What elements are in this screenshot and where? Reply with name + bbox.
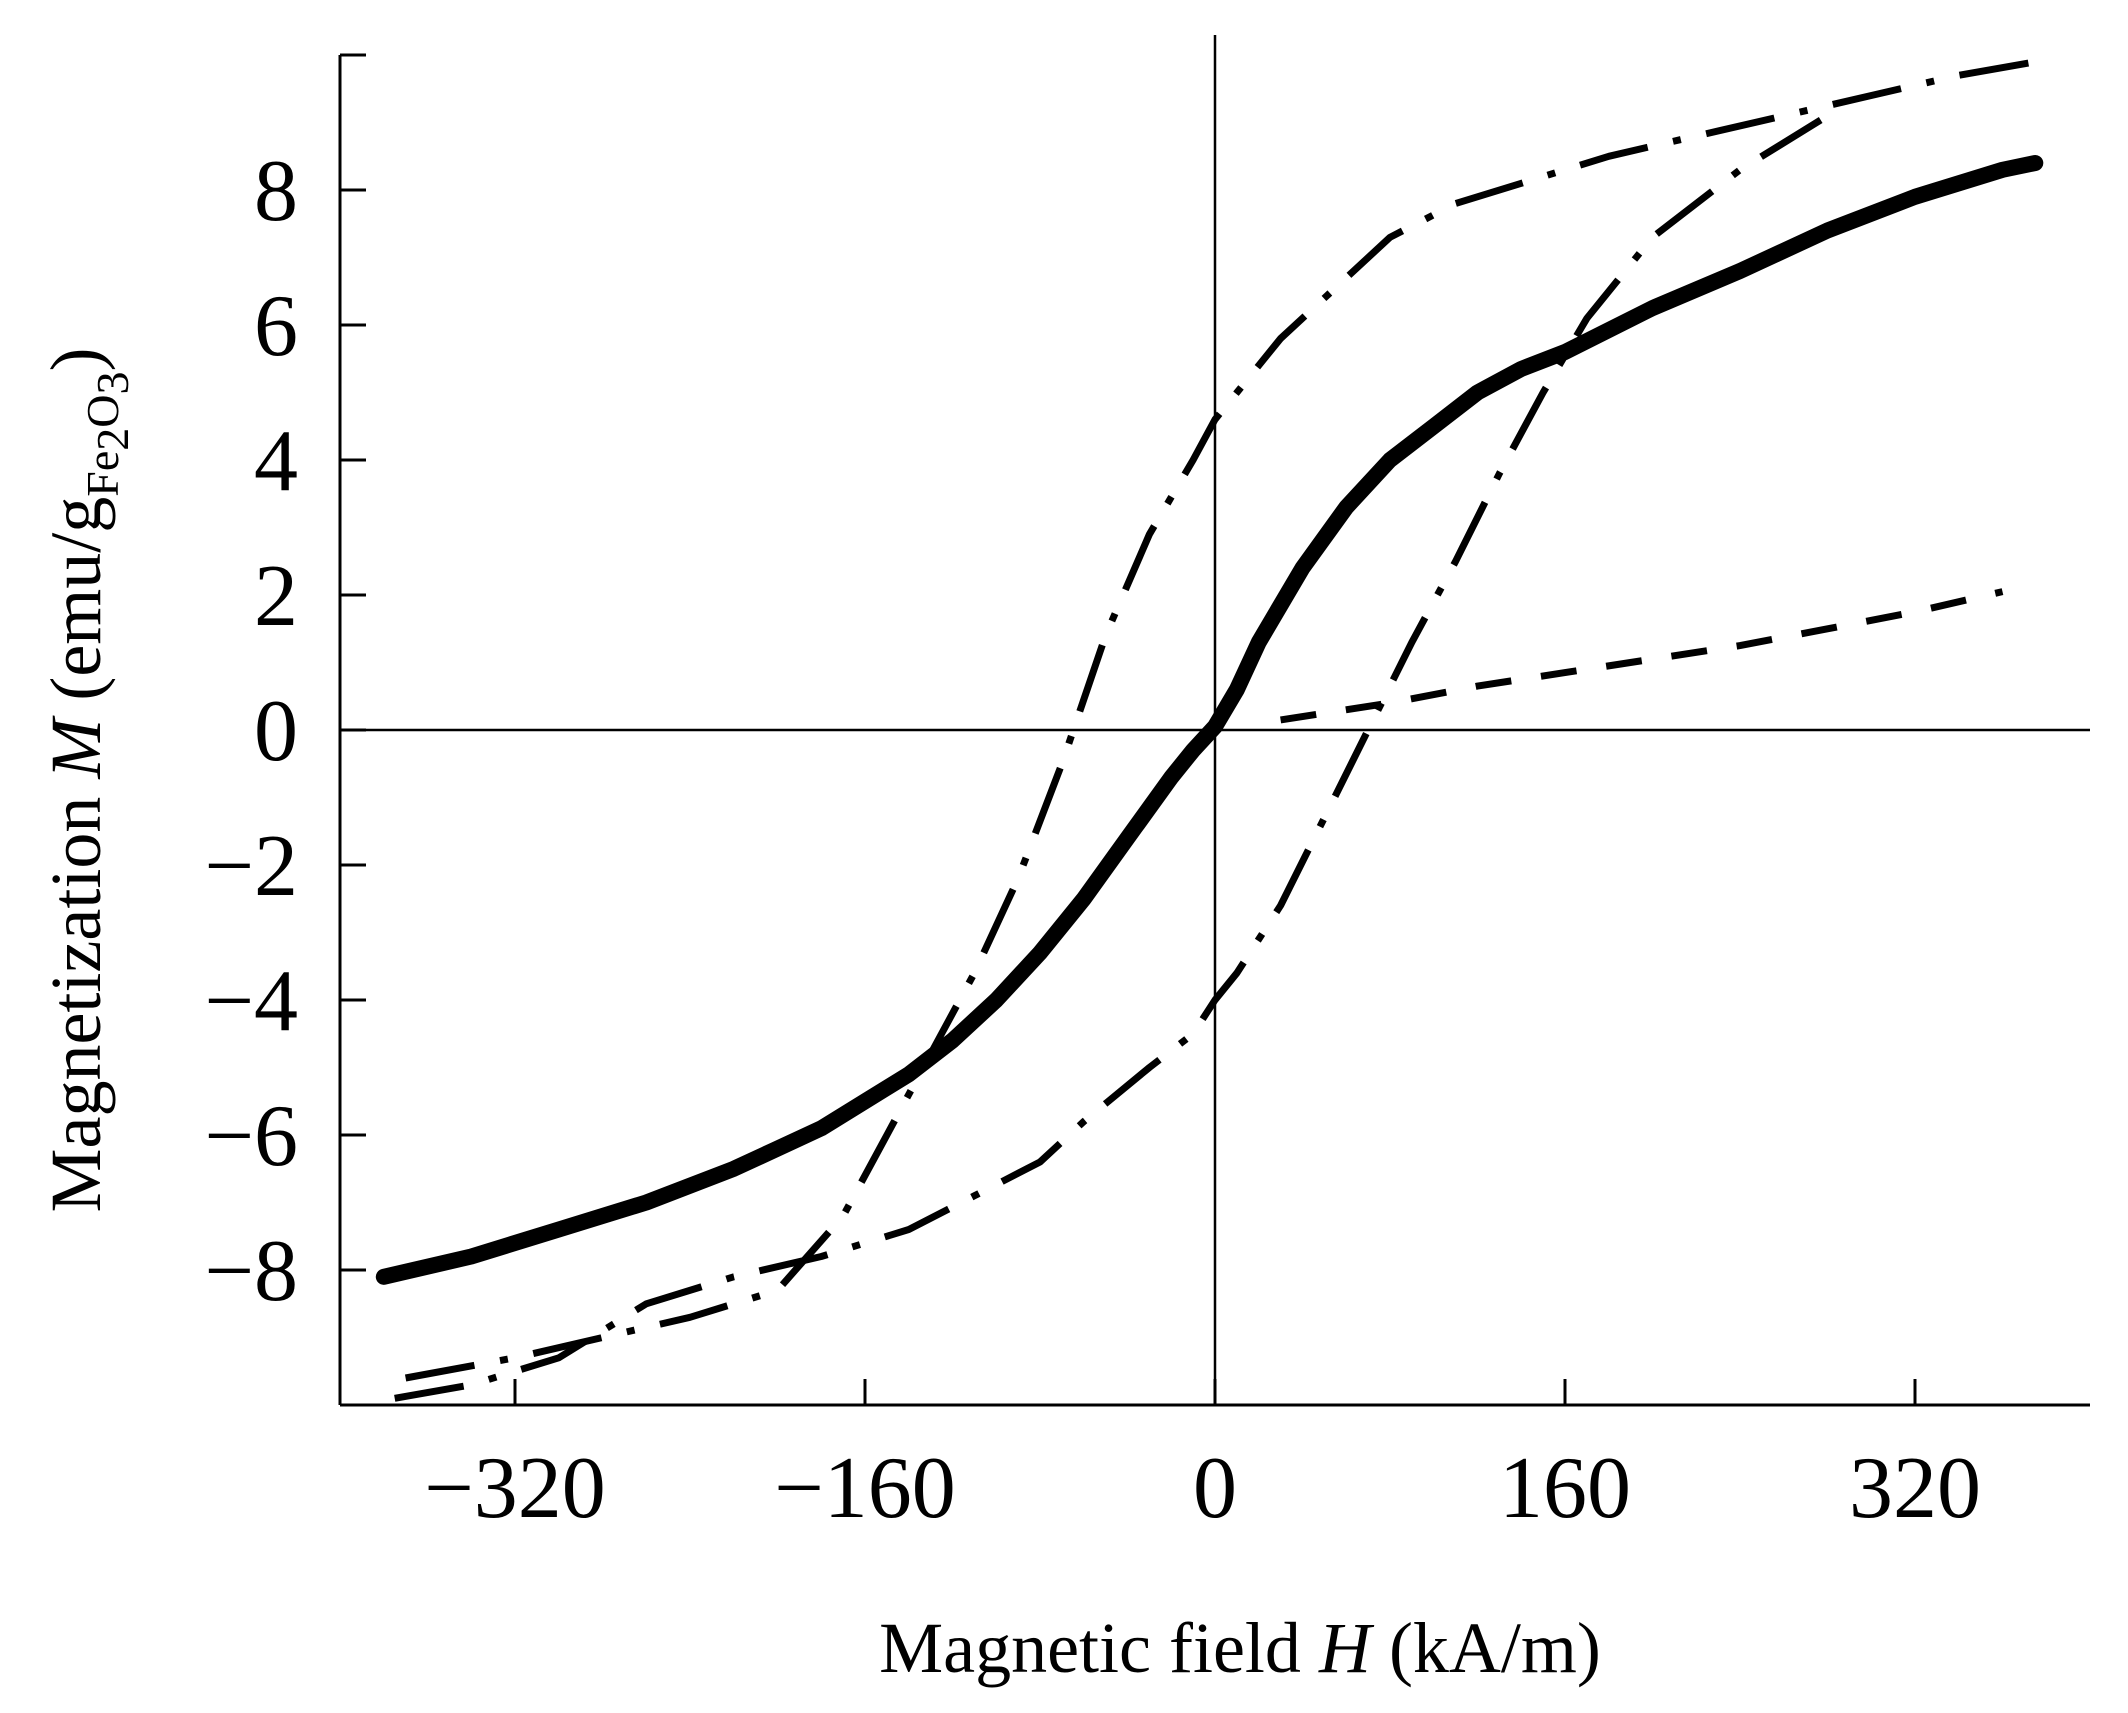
x-tick-label-2: 0 (1193, 1440, 1237, 1537)
y-tick-label-2: 4 (254, 413, 298, 510)
axis-tick-labels: −320 −160 0 160 320 8 6 4 2 0 −2 −4 −6 −8 (204, 143, 1981, 1537)
x-axis-label-prefix: Magnetic field (879, 1608, 1319, 1688)
series-line-3 (1280, 588, 2004, 724)
y-tick-label-3: 2 (254, 548, 298, 645)
y-axis-label-symbol: M (36, 715, 116, 780)
x-tick-label-1: −160 (774, 1440, 956, 1537)
y-axis-label-sub-4: 3 (87, 371, 138, 394)
y-axis-label-sub-2: 2 (87, 428, 138, 451)
x-axis-label: Magnetic field H (kA/m) (879, 1608, 1601, 1688)
y-axis-label: Magnetization M (emu/gFe2O3) (36, 347, 138, 1212)
x-tick-label-3: 160 (1499, 1440, 1631, 1537)
series-layer (375, 58, 2044, 1402)
y-axis-label-prefix: Magnetization (36, 779, 116, 1213)
y-tick-label-8: −8 (204, 1223, 298, 1320)
x-axis-label-symbol: H (1318, 1608, 1375, 1688)
y-tick-label-0: 8 (254, 143, 298, 240)
y-tick-label-5: −2 (204, 818, 298, 915)
y-axis-label-unit-open: (emu/g (36, 497, 116, 719)
axis-ticks (340, 53, 1917, 1405)
y-tick-label-7: −6 (204, 1088, 298, 1185)
x-axis-label-unit: (kA/m) (1371, 1608, 1601, 1688)
series-line-0 (375, 155, 2044, 1285)
y-tick-label-6: −4 (204, 953, 298, 1050)
y-axis-label-sub-3: O (77, 394, 128, 427)
y-tick-label-4: 0 (254, 683, 298, 780)
x-tick-label-4: 320 (1849, 1440, 1981, 1537)
y-axis-label-unit-close: ) (36, 347, 116, 371)
x-tick-label-0: −320 (424, 1440, 606, 1537)
series-line-2 (394, 112, 1830, 1402)
y-axis-label-sub-1: Fe (77, 451, 128, 497)
y-tick-label-1: 6 (254, 278, 298, 375)
series-line-1 (404, 58, 2036, 1382)
